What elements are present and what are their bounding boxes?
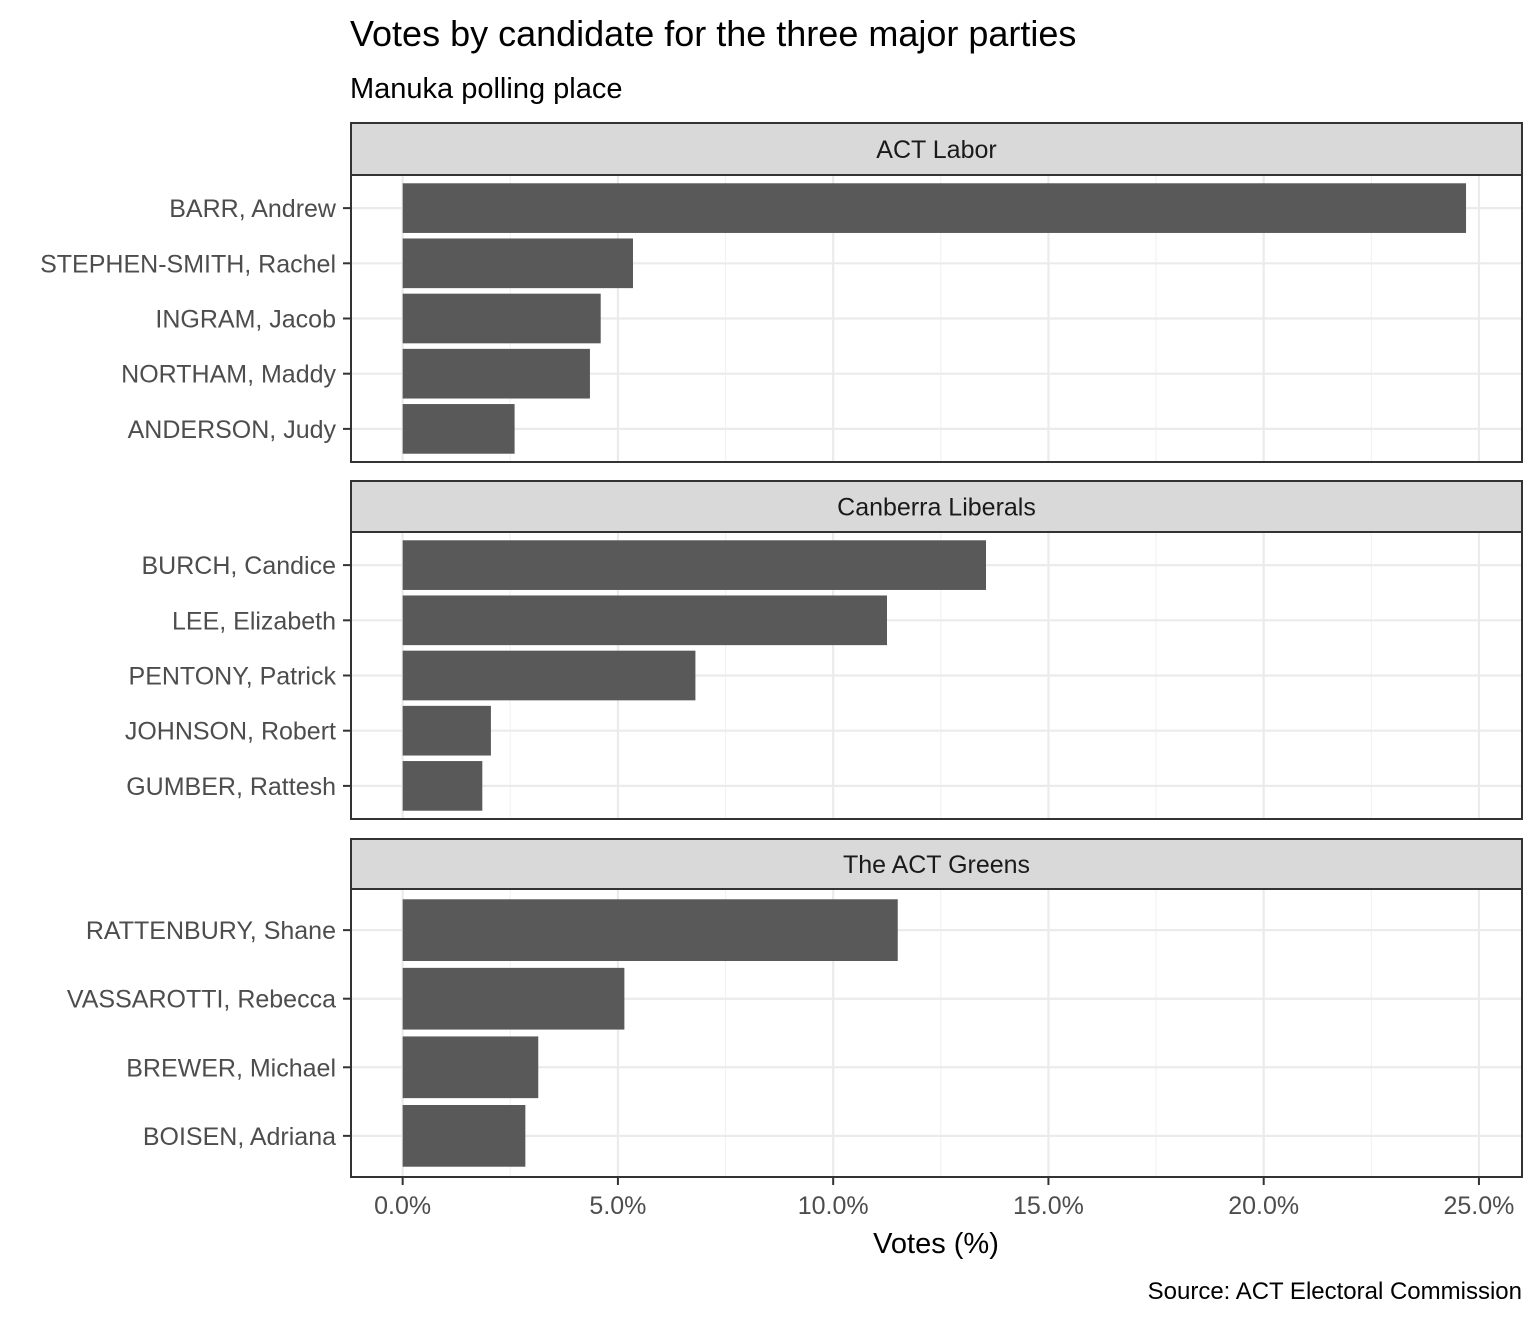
x-axis-label: Votes (%) [873,1228,999,1260]
y-tick-label: NORTHAM, Maddy [121,361,336,389]
x-axis: 0.0% 5.0% 10.0% 15.0% 20.0% 25.0% [374,1177,1514,1220]
y-tick-label: PENTONY, Patrick [129,663,337,691]
x-tick-label: 0.0% [374,1192,431,1220]
y-tick-label: INGRAM, Jacob [155,306,336,334]
bar [402,1105,526,1167]
bar [402,183,1467,233]
bar [402,650,696,701]
facet-strip [350,480,1523,533]
facet-panel: ACT Labor BARR, Andrew STEPHEN-SMITH, Rach… [40,122,1523,463]
facet-strip [350,122,1523,176]
x-tick-label: 25.0% [1444,1192,1515,1220]
bar [402,238,633,289]
y-tick-label: BARR, Andrew [169,195,337,223]
chart-caption: Source: ACT Electoral Commission [1148,1278,1522,1305]
y-tick-label: RATTENBURY, Shane [86,917,336,945]
x-tick-label: 5.0% [589,1192,646,1220]
bar [402,540,987,590]
y-tick-label: LEE, Elizabeth [172,607,336,635]
bar [402,967,625,1030]
y-tick-label: VASSAROTTI, Rebecca [67,986,336,1014]
facet-panels: ACT Labor BARR, Andrew STEPHEN-SMITH, Rach… [40,122,1523,1178]
facet-strip [350,838,1523,890]
y-tick-label: STEPHEN-SMITH, Rachel [40,250,336,278]
bar [402,705,491,756]
x-tick-label: 20.0% [1228,1192,1299,1220]
y-tick-label: BOISEN, Adriana [143,1123,336,1151]
bar [402,348,590,399]
bar [402,1036,539,1099]
y-tick-label: BREWER, Michael [126,1054,336,1082]
bar [402,293,601,344]
y-tick-label: JOHNSON, Robert [125,718,336,746]
bar [402,404,515,454]
bar [402,595,887,646]
panel-border [350,888,1523,1178]
y-tick-label: GUMBER, Rattesh [126,773,336,801]
facet-strip-label: Canberra Liberals [837,494,1036,522]
panel-border [350,174,1523,463]
panel-border [350,531,1523,820]
y-tick-label: BURCH, Candice [141,552,336,580]
facet-panel: The ACT Greens RATTENBURY, Shane VASSAROTT… [67,838,1523,1178]
chart-subtitle: Manuka polling place [350,73,622,105]
facet-strip-label: ACT Labor [876,136,996,164]
facet-strip-label: The ACT Greens [843,851,1030,879]
y-tick-label: ANDERSON, Judy [128,416,337,444]
facet-panel: Canberra Liberals BURCH, Candice LEE, Eliz… [125,480,1523,820]
x-tick-label: 15.0% [1013,1192,1084,1220]
x-tick-label: 10.0% [798,1192,869,1220]
bar [402,761,483,811]
bar [402,899,898,961]
chart-title: Votes by candidate for the three major p… [350,13,1076,54]
